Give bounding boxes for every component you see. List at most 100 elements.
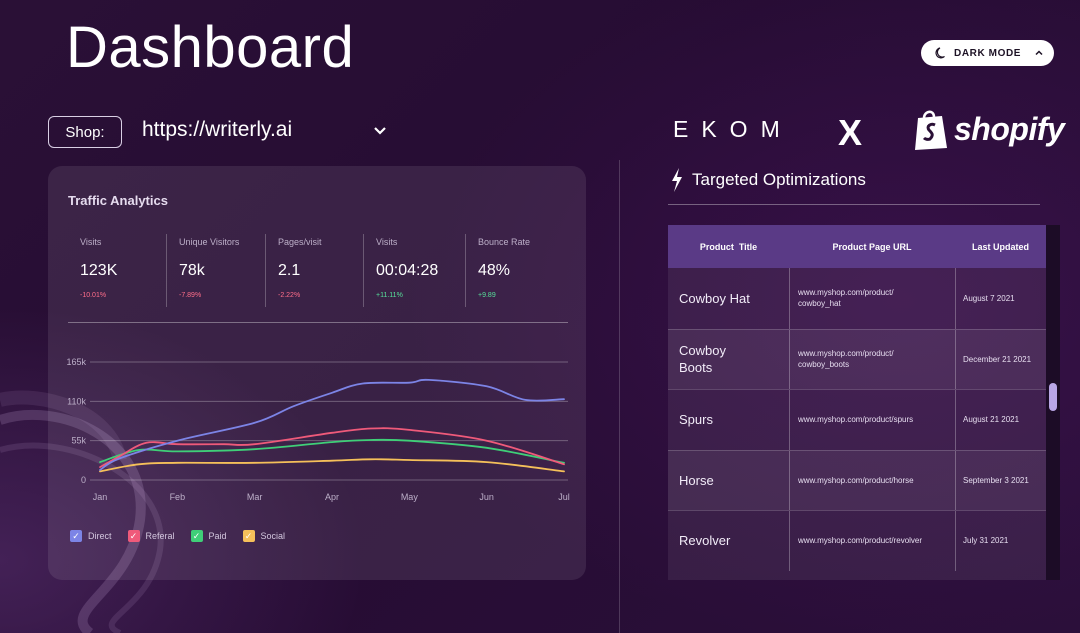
stat-value: 48%: [478, 262, 511, 279]
product-url-cell[interactable]: www.myshop.com/product/spurs: [789, 390, 955, 450]
product-title-cell: Cowboy Boots: [679, 343, 726, 376]
stat-label: Unique Visitors: [179, 237, 240, 247]
stat-pages-per-visit: Pages/visit 2.1 -2.22%: [265, 234, 363, 307]
scrollbar-thumb[interactable]: [1049, 383, 1057, 411]
product-title-cell: Cowboy Hat: [679, 290, 750, 306]
y-tick-label: 0: [81, 475, 86, 485]
stat-delta: +9.89: [478, 292, 496, 299]
product-title-cell: Horse: [679, 472, 714, 488]
x-tick-label: Jun: [479, 492, 494, 502]
targeted-optimizations-title: Targeted Optimizations: [692, 170, 866, 189]
dark-mode-toggle[interactable]: DARK MODE: [921, 40, 1054, 66]
stat-value: 00:04:28: [376, 262, 439, 279]
shop-label: Shop:: [48, 116, 122, 148]
stats-row: Visits 123K -10.01% Unique Visitors 78k …: [68, 234, 570, 307]
column-header-product-title[interactable]: Product Title: [699, 241, 758, 252]
last-updated-cell: December 21 2021: [955, 329, 1046, 389]
column-header-last-updated[interactable]: Last Updated: [971, 241, 1029, 252]
last-updated-cell: August 21 2021: [955, 390, 1046, 450]
product-title-cell: Revolver: [679, 533, 731, 549]
stat-value: 123K: [80, 262, 118, 279]
last-updated-cell: September 3 2021: [955, 450, 1046, 510]
traffic-line-chart: 0 55k 110k 165k Jan Feb Mar Apr May Jun Jul: [66, 357, 570, 502]
shopify-wordmark: shopify: [954, 110, 1065, 147]
stat-label: Visits: [80, 237, 102, 247]
stat-unique-visitors: Unique Visitors 78k -7.89%: [166, 234, 265, 307]
table-row[interactable]: Revolver www.myshop.com/product/revolver…: [668, 510, 1046, 571]
decorative-smoke-swirl: [0, 390, 164, 633]
series-line-referal: [99, 427, 565, 468]
x-tick-label: May: [401, 492, 419, 502]
chevron-down-icon[interactable]: [372, 125, 388, 137]
y-tick-label: 110k: [67, 396, 86, 406]
product-url-cell[interactable]: www.myshop.com/product/ cowboy_hat: [789, 268, 955, 329]
checkbox-icon[interactable]: ✓: [70, 530, 82, 542]
dark-mode-label: DARK MODE: [954, 47, 1022, 59]
product-url-cell[interactable]: www.myshop.com/product/revolver: [789, 511, 955, 571]
shop-url-select[interactable]: https://writerly.ai: [142, 118, 293, 141]
table-row[interactable]: Cowboy Boots www.myshop.com/product/ cow…: [668, 328, 1046, 389]
legend-label: Paid: [208, 531, 227, 541]
series-line-paid: [99, 438, 565, 464]
product-title-cell: Spurs: [679, 412, 713, 428]
stat-value: 78k: [179, 262, 205, 279]
series-line-social: [99, 458, 565, 473]
collab-x-mark: X: [838, 112, 863, 153]
stat-bounce-rate: Bounce Rate 48% +9.89: [465, 234, 570, 307]
traffic-analytics-card: Traffic Analytics Visits 123K -10.01% Un…: [48, 166, 586, 580]
last-updated-cell: July 31 2021: [955, 511, 1046, 571]
legend-label: Social: [260, 531, 286, 541]
optimizations-table: Product Title Product Page URL Last Upda…: [668, 225, 1048, 580]
checkbox-icon[interactable]: ✓: [190, 530, 203, 542]
legend-label: Direct: [88, 531, 112, 541]
table-row[interactable]: Spurs www.myshop.com/product/spurs Augus…: [668, 389, 1046, 450]
moon-icon: [935, 47, 945, 59]
legend-item-social[interactable]: ✓ Social: [242, 530, 286, 542]
chart-legend: ✓ Direct ✓ Referal ✓ Paid ✓ Social: [70, 530, 301, 542]
table-header: Product Title Product Page URL Last Upda…: [668, 225, 1046, 268]
x-tick-label: Apr: [325, 492, 339, 502]
table-row[interactable]: Horse www.myshop.com/product/horse Septe…: [668, 449, 1046, 510]
table-body: Cowboy Hat www.myshop.com/product/ cowbo…: [668, 268, 1046, 571]
x-tick-label: Jan: [93, 492, 108, 502]
page-title: Dashboard: [66, 15, 355, 80]
vertical-divider: [619, 160, 620, 633]
targeted-optimizations-header: Targeted Optimizations: [670, 168, 866, 192]
section-divider: [668, 204, 1040, 205]
stat-label: Bounce Rate: [478, 237, 531, 247]
stat-label: Pages/visit: [278, 237, 322, 247]
x-tick-label: Jul: [558, 492, 570, 502]
legend-label: Referal: [145, 531, 175, 541]
stat-delta: -2.22%: [278, 292, 301, 299]
x-tick-label: Mar: [247, 492, 263, 502]
x-tick-label: Feb: [170, 492, 186, 502]
lightning-bolt-icon: [672, 168, 682, 192]
stat-visits: Visits 123K -10.01%: [68, 234, 166, 307]
stat-label: Visits: [376, 237, 398, 247]
stat-delta: -7.89%: [179, 292, 202, 299]
legend-item-referal[interactable]: ✓ Referal: [127, 530, 175, 542]
stat-value: 2.1: [278, 262, 301, 279]
checkbox-icon[interactable]: ✓: [242, 530, 255, 542]
chevron-up-icon: [1035, 50, 1043, 56]
y-tick-label: 165k: [66, 357, 86, 367]
checkbox-icon[interactable]: ✓: [127, 530, 140, 542]
shopify-logo: shopify: [912, 108, 1065, 150]
product-url-cell[interactable]: www.myshop.com/product/horse: [789, 450, 955, 510]
traffic-analytics-title: Traffic Analytics: [68, 193, 168, 208]
table-row[interactable]: Cowboy Hat www.myshop.com/product/ cowbo…: [668, 268, 1046, 329]
product-url-cell[interactable]: www.myshop.com/product/ cowboy_boots: [789, 329, 955, 389]
stat-delta: +11.11%: [376, 292, 403, 299]
ekom-logo: EKOM: [673, 116, 793, 142]
table-scrollbar[interactable]: [1046, 225, 1060, 580]
last-updated-cell: August 7 2021: [955, 268, 1046, 329]
stat-delta: -10.01%: [80, 292, 107, 299]
shopify-bag-icon: [915, 110, 947, 150]
legend-item-direct[interactable]: ✓ Direct: [70, 530, 112, 542]
column-header-product-url[interactable]: Product Page URL: [832, 241, 912, 252]
legend-item-paid[interactable]: ✓ Paid: [190, 530, 227, 542]
series-line-direct: [99, 378, 565, 471]
y-tick-label: 55k: [71, 436, 86, 446]
stat-visit-duration: Visits 00:04:28 +11.11%: [363, 234, 465, 307]
card-divider: [68, 322, 568, 323]
